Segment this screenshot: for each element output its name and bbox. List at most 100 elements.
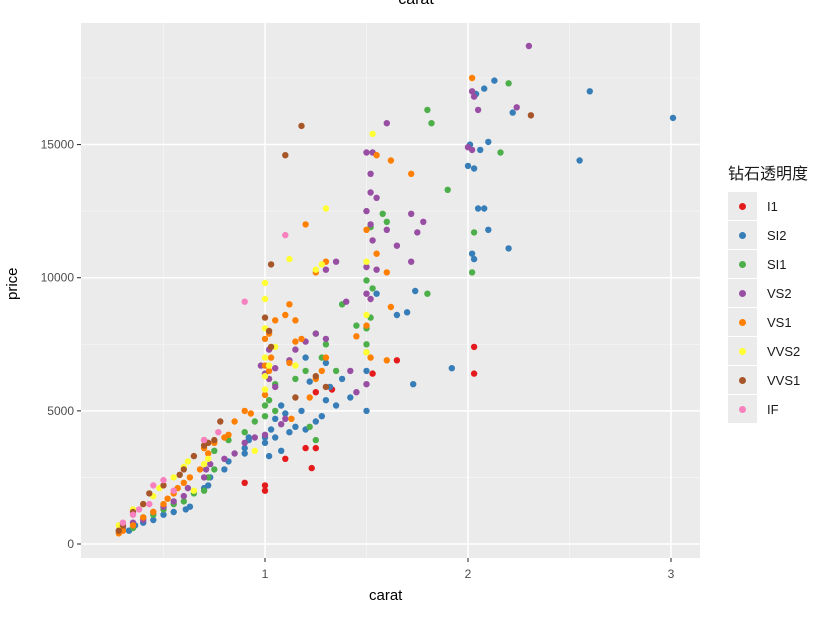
data-point-si2 [298, 407, 305, 415]
data-point-vs2 [184, 484, 192, 492]
data-point-si2 [302, 354, 309, 361]
data-point-vs2 [282, 415, 289, 422]
data-point-vs2 [202, 466, 210, 473]
data-point-si1 [241, 429, 248, 436]
data-point-si2 [278, 402, 285, 409]
data-point-si1 [272, 407, 279, 415]
data-point-si2 [363, 367, 370, 375]
data-point-si1 [302, 367, 309, 375]
data-point-vs2 [367, 189, 374, 196]
data-point-if [129, 511, 137, 518]
data-point-si1 [424, 290, 431, 297]
data-point-vs2 [180, 492, 187, 500]
data-point-vs2 [420, 218, 427, 225]
data-point-si2 [347, 394, 354, 401]
data-point-vs2 [363, 207, 370, 215]
data-point-si2 [393, 311, 401, 319]
data-point-vs1 [129, 522, 137, 529]
data-point-si2 [265, 452, 273, 460]
data-point-vvs1 [190, 452, 198, 460]
data-point-si2 [470, 165, 478, 172]
data-point-si2 [332, 402, 340, 409]
data-point-si2 [363, 407, 370, 415]
data-point-vvs2 [312, 266, 319, 273]
data-point-vvs1 [265, 327, 273, 335]
data-point-si2 [170, 508, 177, 516]
data-point-if [241, 298, 248, 305]
data-point-vs1 [267, 354, 275, 361]
data-point-i1 [470, 370, 478, 377]
data-point-vvs1 [267, 261, 275, 268]
data-point-si2 [464, 162, 472, 170]
data-point-si2 [221, 466, 228, 473]
data-point-vs1 [160, 500, 167, 508]
data-point-si1 [251, 418, 258, 425]
data-point-si1 [470, 229, 478, 236]
data-point-vs1 [205, 450, 212, 457]
data-point-vs1 [367, 354, 374, 361]
data-point-vs1 [373, 250, 380, 257]
y-tick-label: 5000 [47, 404, 74, 418]
data-point-si1 [200, 487, 208, 494]
data-point-vs1 [408, 170, 415, 177]
data-point-vs2 [383, 226, 390, 233]
data-point-si2 [474, 205, 482, 212]
data-point-vvs1 [261, 314, 269, 321]
data-point-si2 [278, 447, 285, 454]
legend-key [728, 366, 757, 395]
data-point-vs2 [261, 431, 269, 438]
data-point-vvs2 [170, 474, 177, 481]
legend-key [728, 279, 757, 308]
data-point-vvs2 [190, 487, 198, 494]
data-point-vs2 [363, 149, 370, 156]
data-point-vs2 [373, 266, 380, 273]
data-point-if [160, 476, 167, 484]
data-point-si2 [338, 375, 346, 383]
data-point-i1 [393, 357, 401, 364]
data-point-vs2 [200, 474, 208, 481]
data-point-vs1 [231, 418, 238, 425]
data-point-vs1 [186, 474, 194, 481]
legend-item-vvs2: VVS2 [728, 337, 808, 366]
data-point-i1 [308, 464, 315, 472]
legend-item-si1: SI1 [728, 250, 808, 279]
data-point-vvs1 [292, 394, 299, 401]
data-point-si1 [261, 402, 269, 409]
data-point-vs1 [164, 495, 171, 502]
data-point-vvs2 [200, 460, 208, 468]
data-point-si1 [505, 80, 512, 87]
data-point-vvs2 [292, 362, 299, 369]
data-point-si1 [312, 436, 319, 444]
data-point-i1 [282, 455, 289, 462]
data-point-vs1 [261, 391, 269, 399]
data-point-vs1 [265, 367, 273, 375]
data-point-if [200, 436, 208, 444]
data-point-vs1 [353, 333, 360, 340]
data-point-si1 [468, 269, 476, 276]
data-point-i1 [312, 444, 319, 452]
data-point-vs1 [468, 74, 476, 82]
data-point-vs1 [196, 466, 204, 473]
data-point-vs1 [150, 508, 157, 516]
data-point-si1 [424, 106, 431, 114]
legend-item-vvs1: VVS1 [728, 366, 808, 395]
data-point-si2 [241, 444, 248, 452]
data-point-si2 [241, 450, 248, 457]
legend-dot-icon [739, 261, 746, 268]
legend-item-vs2: VS2 [728, 279, 808, 308]
legend-item-si2: SI2 [728, 221, 808, 250]
data-point-vs1 [272, 317, 279, 324]
data-point-i1 [241, 479, 248, 486]
data-point-vs2 [363, 263, 370, 271]
data-point-si2 [412, 287, 419, 295]
data-point-vs1 [247, 410, 254, 417]
data-point-si2 [272, 434, 279, 441]
data-point-si2 [160, 511, 167, 518]
data-point-vs2 [363, 381, 370, 388]
data-point-si2 [292, 423, 299, 430]
data-point-vvs1 [180, 466, 187, 473]
x-tick-label: 2 [465, 567, 472, 581]
data-point-si2 [150, 516, 157, 524]
data-point-vs2 [373, 194, 380, 201]
